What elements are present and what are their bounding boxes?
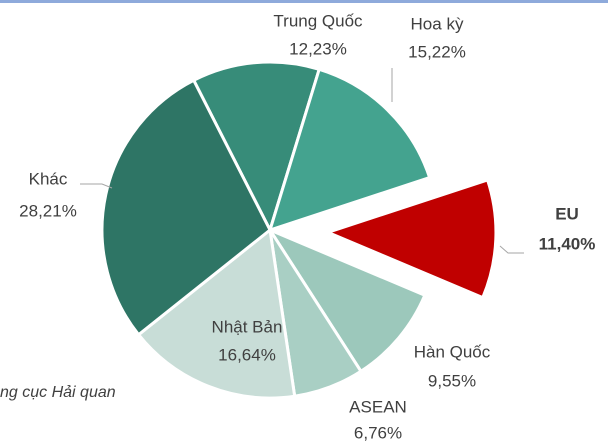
slice-value: 11,40% [539,234,596,253]
leader-line [499,245,524,254]
slice-name: Khác [29,169,68,188]
leader-line [80,183,113,189]
source-note: ng cục Hải quan [0,384,116,401]
slice-value: 6,76% [354,423,402,441]
top-border [0,0,608,3]
slice-value: 28,21% [19,201,77,220]
slice-value: 16,64% [218,345,276,364]
pie-slice [267,67,432,233]
slice-name: EU [555,204,579,223]
pie-slice [136,227,297,400]
slice-name: Nhật Bản [212,317,283,336]
slice-name: Hàn Quốc [414,342,491,361]
pie-slice [266,226,427,374]
slice-value: 12,23% [289,39,347,58]
slice-value: 15,22% [408,42,466,61]
pie-slice [323,178,498,300]
slice-name: Hoa kỳ [411,14,464,33]
pie-slice [191,60,322,234]
slice-value: 9,55% [428,371,476,390]
pie-slice [100,78,272,337]
slice-name: Trung Quốc [273,11,363,30]
slice-name: ASEAN [349,397,407,416]
